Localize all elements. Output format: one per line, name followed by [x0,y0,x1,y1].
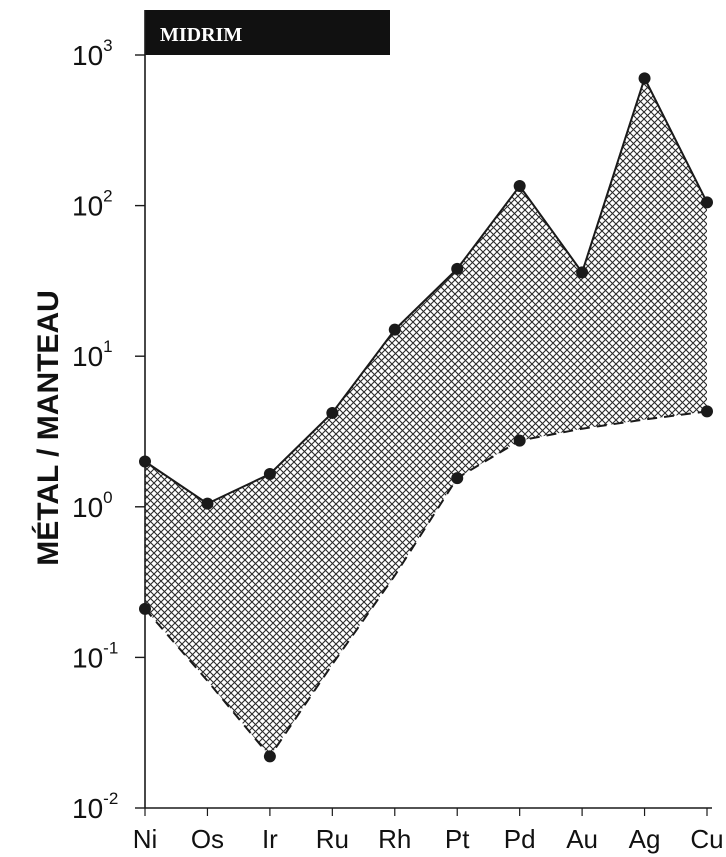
x-tick-labels: Ni Os Ir Ru Rh Pt Pd Au Ag Cu [133,808,724,854]
lower-data-point [264,750,276,762]
upper-data-point [639,72,651,84]
x-tick-label: Pt [445,824,470,854]
lower-data-point [451,472,463,484]
lower-data-point [514,435,526,447]
y-tick-label: 100 [72,488,113,523]
y-tick-label: 101 [72,337,113,372]
lower-data-point [701,405,713,417]
upper-data-point [451,263,463,275]
upper-data-point [576,266,588,278]
y-tick-label: 10-2 [72,789,118,824]
x-tick-label: Cu [690,824,723,854]
y-axis-label: MÉTAL / MANTEAU [31,290,65,566]
shaded-range-band [145,78,707,756]
upper-data-point [701,196,713,208]
x-tick-label: Rh [378,824,411,854]
x-tick-label: Pd [504,824,536,854]
upper-data-point [326,407,338,419]
y-ticks: 103 102 101 100 10-1 10-2 [72,36,145,824]
y-tick-label: 10-1 [72,638,118,673]
chart-title: MIDRIM [160,24,242,46]
upper-data-point [514,180,526,192]
upper-data-point [264,468,276,480]
lower-data-point [139,603,151,615]
upper-data-point [389,324,401,336]
x-tick-label: Ni [133,824,158,854]
y-tick-label: 102 [72,187,113,222]
x-tick-label: Ag [629,824,661,854]
upper-data-point [201,498,213,510]
x-tick-label: Os [191,824,224,854]
upper-data-point [139,455,151,467]
x-tick-label: Ir [262,824,278,854]
x-tick-label: Ru [316,824,349,854]
x-tick-label: Au [566,824,598,854]
y-tick-label: 103 [72,36,113,71]
